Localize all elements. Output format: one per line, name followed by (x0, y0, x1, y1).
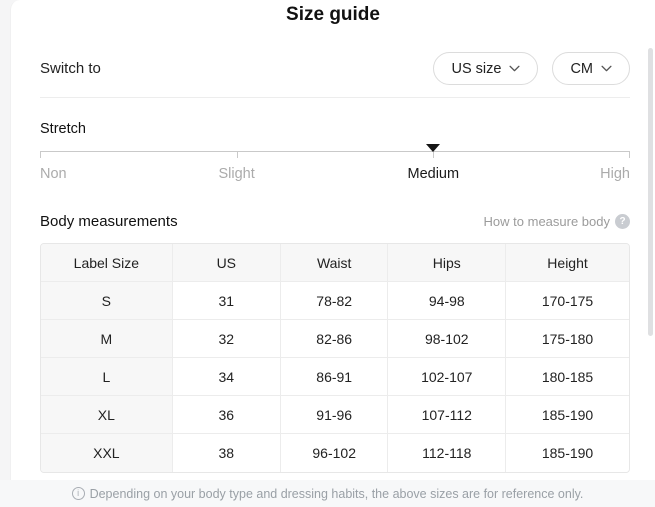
section-divider (40, 97, 630, 98)
scale-tick (236, 152, 238, 158)
table-cell: 31 (172, 282, 281, 320)
dialog-content: Switch to US size CM Stretch (11, 52, 655, 473)
unit-dropdown[interactable]: CM (552, 52, 630, 85)
table-row: XXL 38 96-102 112-118 185-190 (41, 434, 629, 472)
table-header-row: Label Size US Waist Hips Height (41, 244, 629, 282)
stretch-marker-triangle-icon (426, 144, 441, 152)
stretch-option-non: Non (40, 166, 67, 182)
chevron-down-icon (509, 65, 521, 72)
table-cell: 86-91 (280, 358, 389, 396)
table-cell: 175-180 (506, 320, 629, 358)
table-cell: 112-118 (388, 434, 507, 472)
table-cell: 82-86 (280, 320, 389, 358)
table-cell: 96-102 (280, 434, 389, 472)
body-measurements-heading: Body measurements (40, 213, 178, 230)
body-measurements-header-row: Body measurements How to measure body ? (40, 211, 630, 232)
table-cell: M (41, 320, 173, 358)
stretch-option-slight: Slight (218, 166, 255, 182)
chevron-down-icon (601, 65, 612, 72)
scale-tick (40, 152, 41, 158)
unit-dropdown-label: CM (570, 60, 593, 77)
switch-buttons-group: US size CM (433, 52, 630, 85)
page-title: Size guide (286, 4, 380, 25)
how-to-measure-label: How to measure body (483, 214, 610, 229)
stretch-scale (40, 144, 630, 158)
info-icon: i (71, 487, 85, 500)
column-header-waist: Waist (280, 244, 389, 282)
table-row: S 31 78-82 94-98 170-175 (41, 282, 629, 320)
column-header-height: Height (506, 244, 629, 282)
table-cell: 107-112 (388, 396, 507, 434)
size-table: Label Size US Waist Hips Height S 31 78-… (40, 243, 630, 473)
table-cell: 38 (172, 434, 281, 472)
table-cell: 185-190 (506, 396, 629, 434)
table-cell: 36 (172, 396, 281, 434)
scale-tick (629, 152, 630, 158)
stretch-option-high: High (600, 166, 630, 182)
size-standard-dropdown[interactable]: US size (433, 52, 539, 85)
table-cell: 170-175 (506, 282, 629, 320)
switch-to-label: Switch to (40, 60, 101, 77)
table-cell: 78-82 (280, 282, 389, 320)
table-cell: 185-190 (506, 434, 629, 472)
table-cell: 98-102 (388, 320, 507, 358)
column-header-us: US (172, 244, 281, 282)
disclaimer-bar: i Depending on your body type and dressi… (0, 480, 655, 507)
table-row: XL 36 91-96 107-112 185-190 (41, 396, 629, 434)
stretch-label: Stretch (40, 121, 86, 137)
how-to-measure-link[interactable]: How to measure body ? (484, 214, 630, 229)
disclaimer-text: Depending on your body type and dressing… (89, 486, 584, 501)
table-row: M 32 82-86 98-102 175-180 (41, 320, 629, 358)
column-header-hips: Hips (388, 244, 507, 282)
size-guide-dialog: Size guide Switch to US size CM (10, 0, 655, 480)
table-cell: 34 (172, 358, 281, 396)
table-cell: S (41, 282, 173, 320)
table-row: L 34 86-91 102-107 180-185 (41, 358, 629, 396)
table-cell: 94-98 (388, 282, 507, 320)
table-cell: 32 (172, 320, 281, 358)
table-cell: 91-96 (280, 396, 389, 434)
column-header-label-size: Label Size (41, 244, 173, 282)
scale-tick (433, 152, 435, 158)
stretch-option-medium-selected: Medium (407, 166, 460, 182)
table-cell: XXL (41, 434, 173, 472)
table-cell: 102-107 (388, 358, 507, 396)
table-cell: XL (41, 396, 173, 434)
vertical-scrollbar-thumb[interactable] (648, 48, 653, 336)
question-mark-icon[interactable]: ? (615, 214, 630, 229)
size-standard-dropdown-label: US size (451, 60, 502, 77)
switch-to-row: Switch to US size CM (40, 52, 630, 85)
table-cell: L (41, 358, 173, 396)
table-cell: 180-185 (506, 358, 629, 396)
stretch-options: Non Slight Medium High (40, 164, 630, 184)
